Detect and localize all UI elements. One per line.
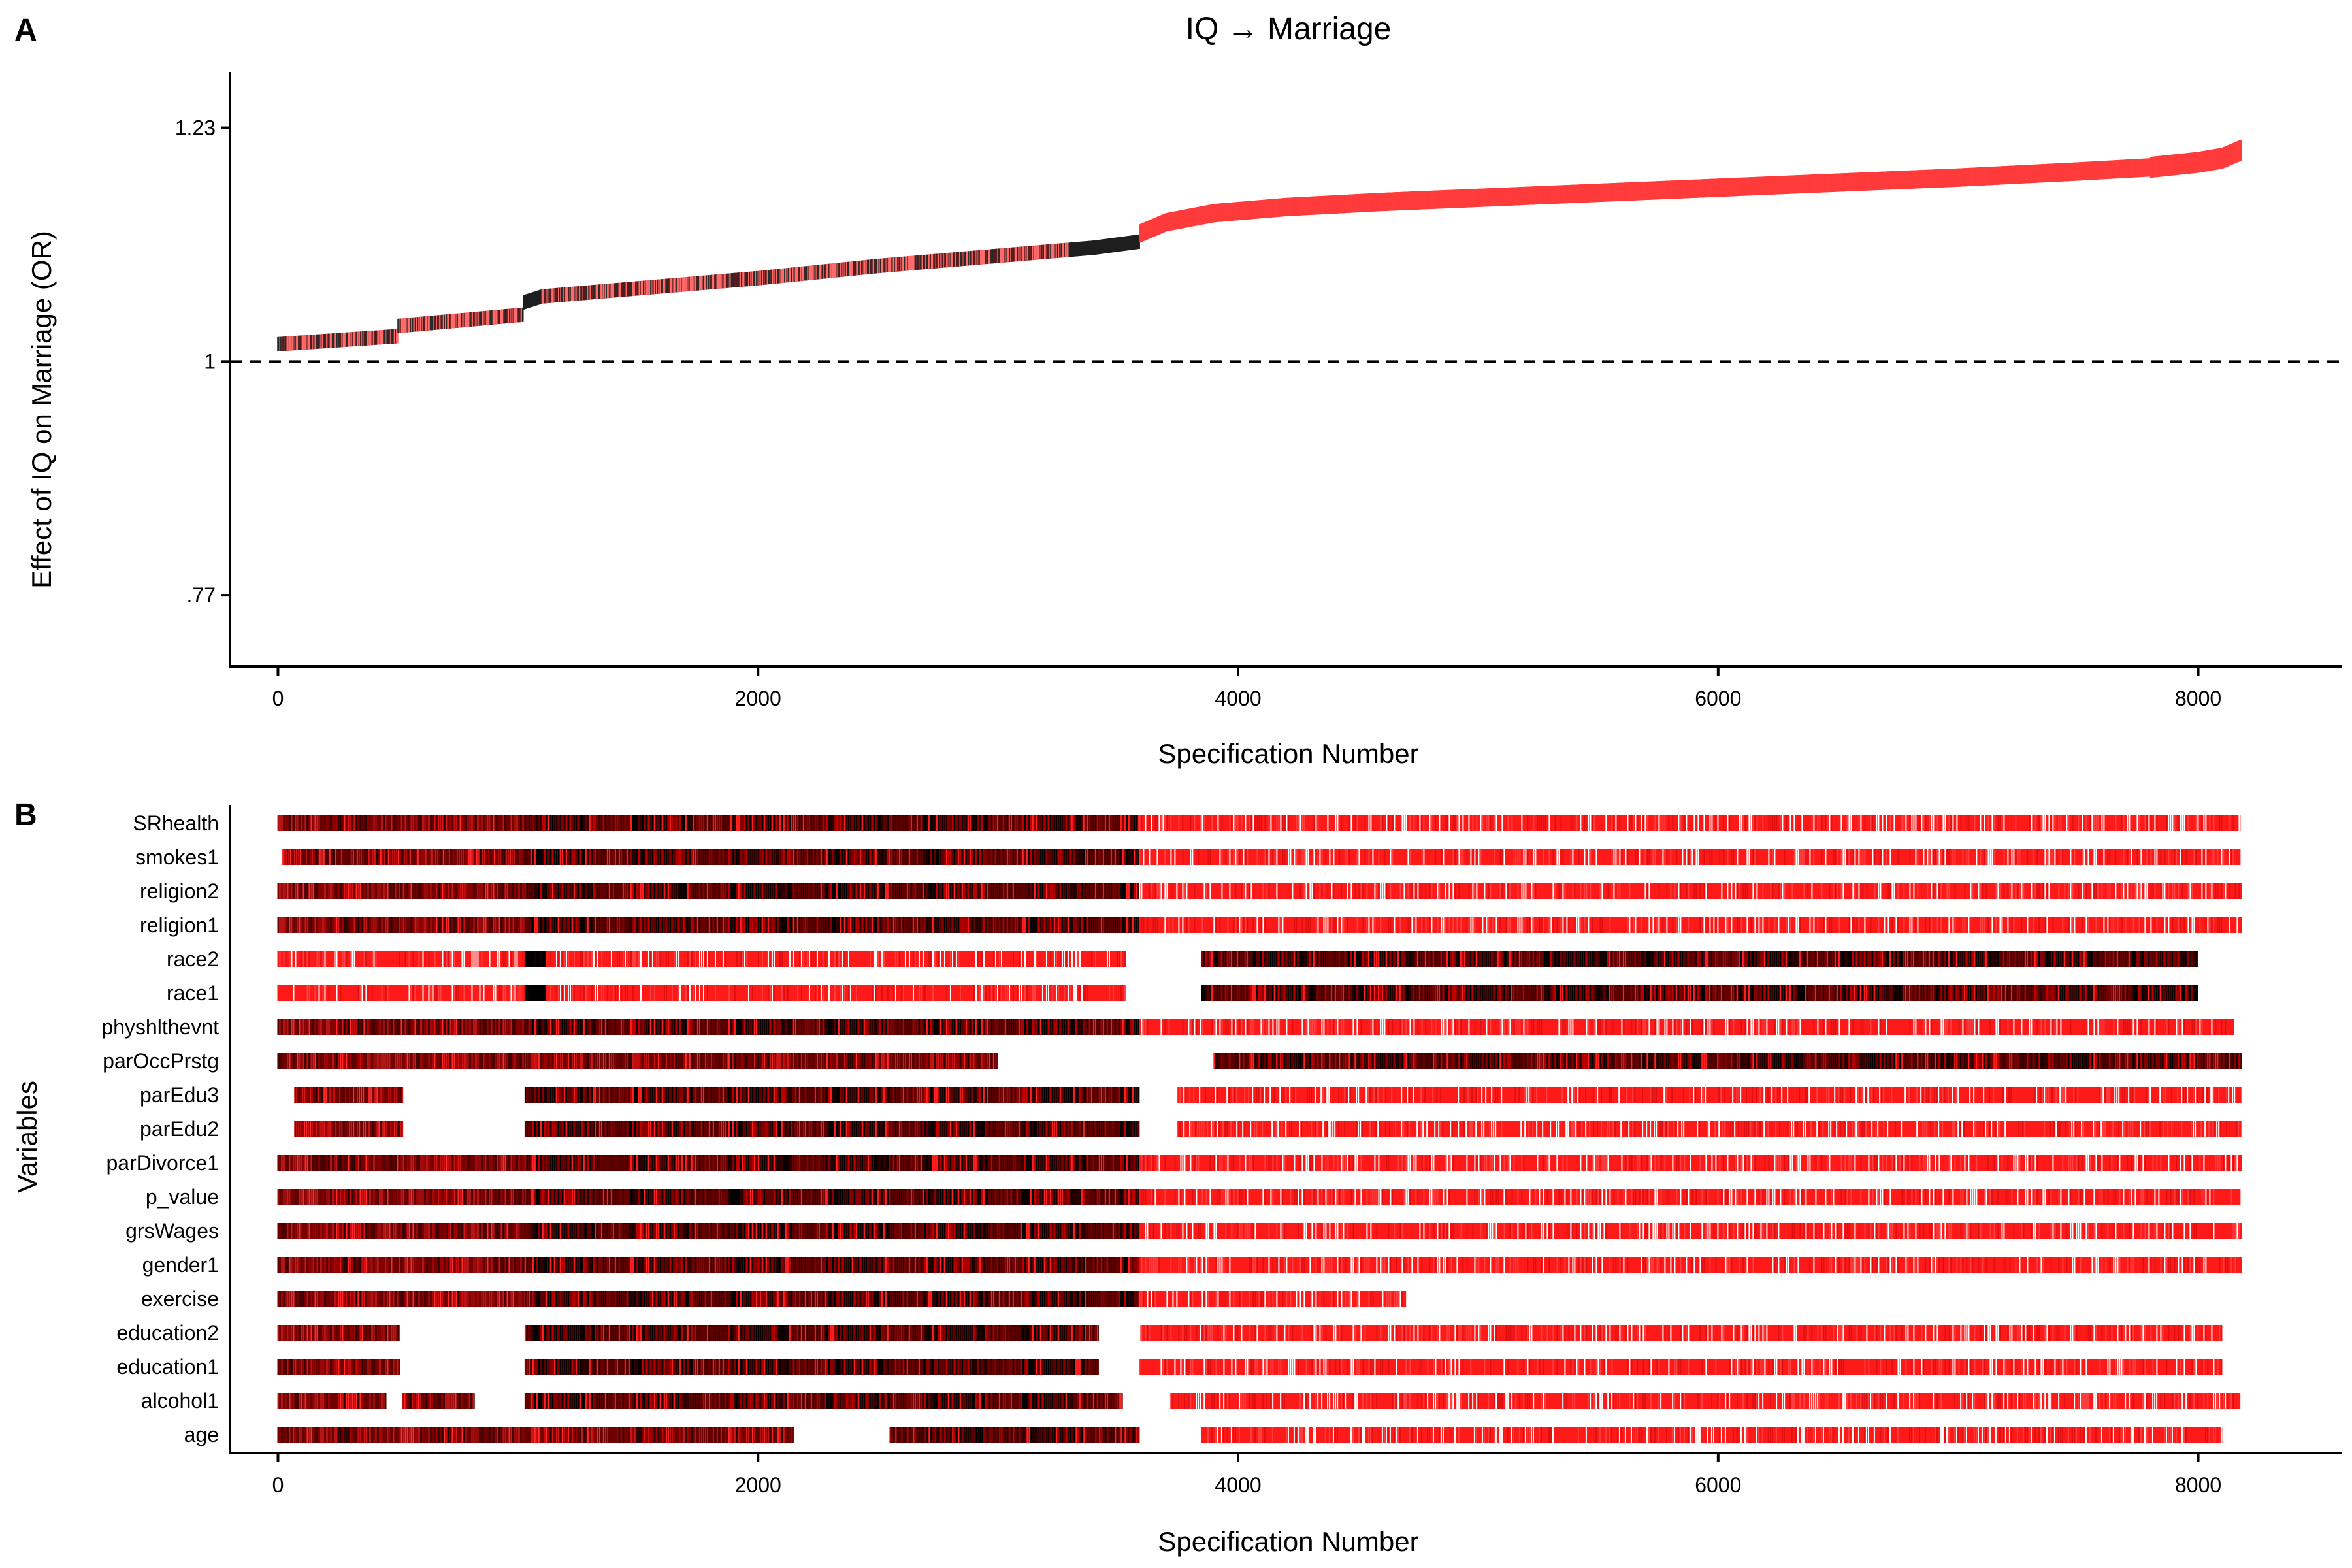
x-tick-label: 8000 bbox=[2175, 687, 2221, 710]
y-ticks: .77 1 1.23 bbox=[175, 116, 230, 607]
variables-axis-title: Variables bbox=[12, 1081, 42, 1193]
panel-a: IQ → Marriage Effect of IQ on Marriage (… bbox=[26, 12, 2342, 769]
y-tick-label: 1.23 bbox=[175, 116, 216, 140]
variable-row: religion2 bbox=[140, 879, 2242, 903]
x-tick-label: 6000 bbox=[1695, 687, 1741, 710]
y-tick-label: .77 bbox=[187, 583, 216, 607]
x-tick-label: 0 bbox=[272, 687, 284, 710]
y-tick-label: 1 bbox=[204, 350, 216, 373]
effect-curve bbox=[277, 140, 2242, 351]
panel-b: Variables SRhealthsmokes1religion2religi… bbox=[12, 805, 2342, 1557]
panel-b-letter: B bbox=[14, 798, 37, 832]
variable-row: smokes1 bbox=[135, 845, 2242, 869]
variable-label: smokes1 bbox=[135, 845, 219, 869]
x-tick-label: 2000 bbox=[735, 687, 781, 710]
variable-row: SRhealth bbox=[133, 811, 2242, 835]
x-axis-title: Specification Number bbox=[1158, 738, 1418, 769]
x-tick-label: 4000 bbox=[1215, 687, 1261, 710]
variable-rows: SRhealthsmokes1religion2religion1race2ra… bbox=[101, 811, 2242, 1446]
panel-a-letter: A bbox=[14, 13, 37, 48]
variable-label: SRhealth bbox=[133, 811, 219, 835]
x-ticks: 0 2000 4000 6000 8000 bbox=[272, 666, 2221, 710]
variable-label: religion2 bbox=[140, 879, 219, 903]
y-axis-title: Effect of IQ on Marriage (OR) bbox=[26, 231, 57, 589]
chart-title: IQ → Marriage bbox=[1186, 12, 1392, 46]
